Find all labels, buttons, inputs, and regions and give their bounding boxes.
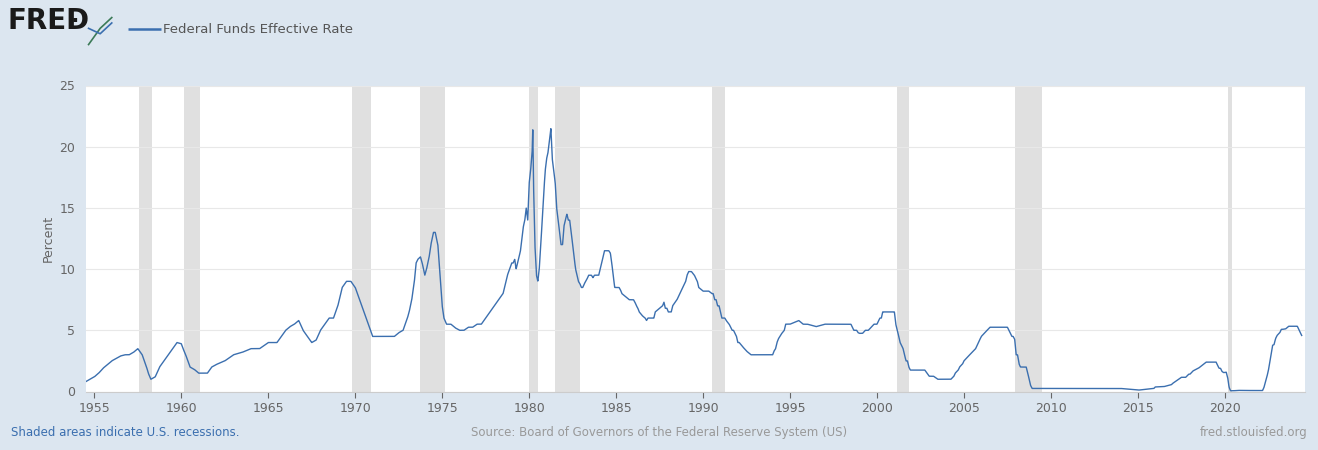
Bar xyxy=(1015,86,1043,392)
Bar xyxy=(352,86,372,392)
Bar xyxy=(140,86,153,392)
Bar xyxy=(712,86,725,392)
Text: fred.stlouisfed.org: fred.stlouisfed.org xyxy=(1199,426,1307,439)
Text: Federal Funds Effective Rate: Federal Funds Effective Rate xyxy=(163,23,353,36)
Bar xyxy=(529,86,538,392)
Text: Shaded areas indicate U.S. recessions.: Shaded areas indicate U.S. recessions. xyxy=(11,426,239,439)
Bar xyxy=(555,86,580,392)
Bar xyxy=(898,86,909,392)
Text: ·: · xyxy=(71,11,79,31)
Text: Source: Board of Governors of the Federal Reserve System (US): Source: Board of Governors of the Federa… xyxy=(471,426,847,439)
Y-axis label: Percent: Percent xyxy=(42,215,55,262)
Bar xyxy=(420,86,445,392)
Text: FRED: FRED xyxy=(8,7,90,35)
Bar xyxy=(185,86,200,392)
Bar xyxy=(1228,86,1232,392)
